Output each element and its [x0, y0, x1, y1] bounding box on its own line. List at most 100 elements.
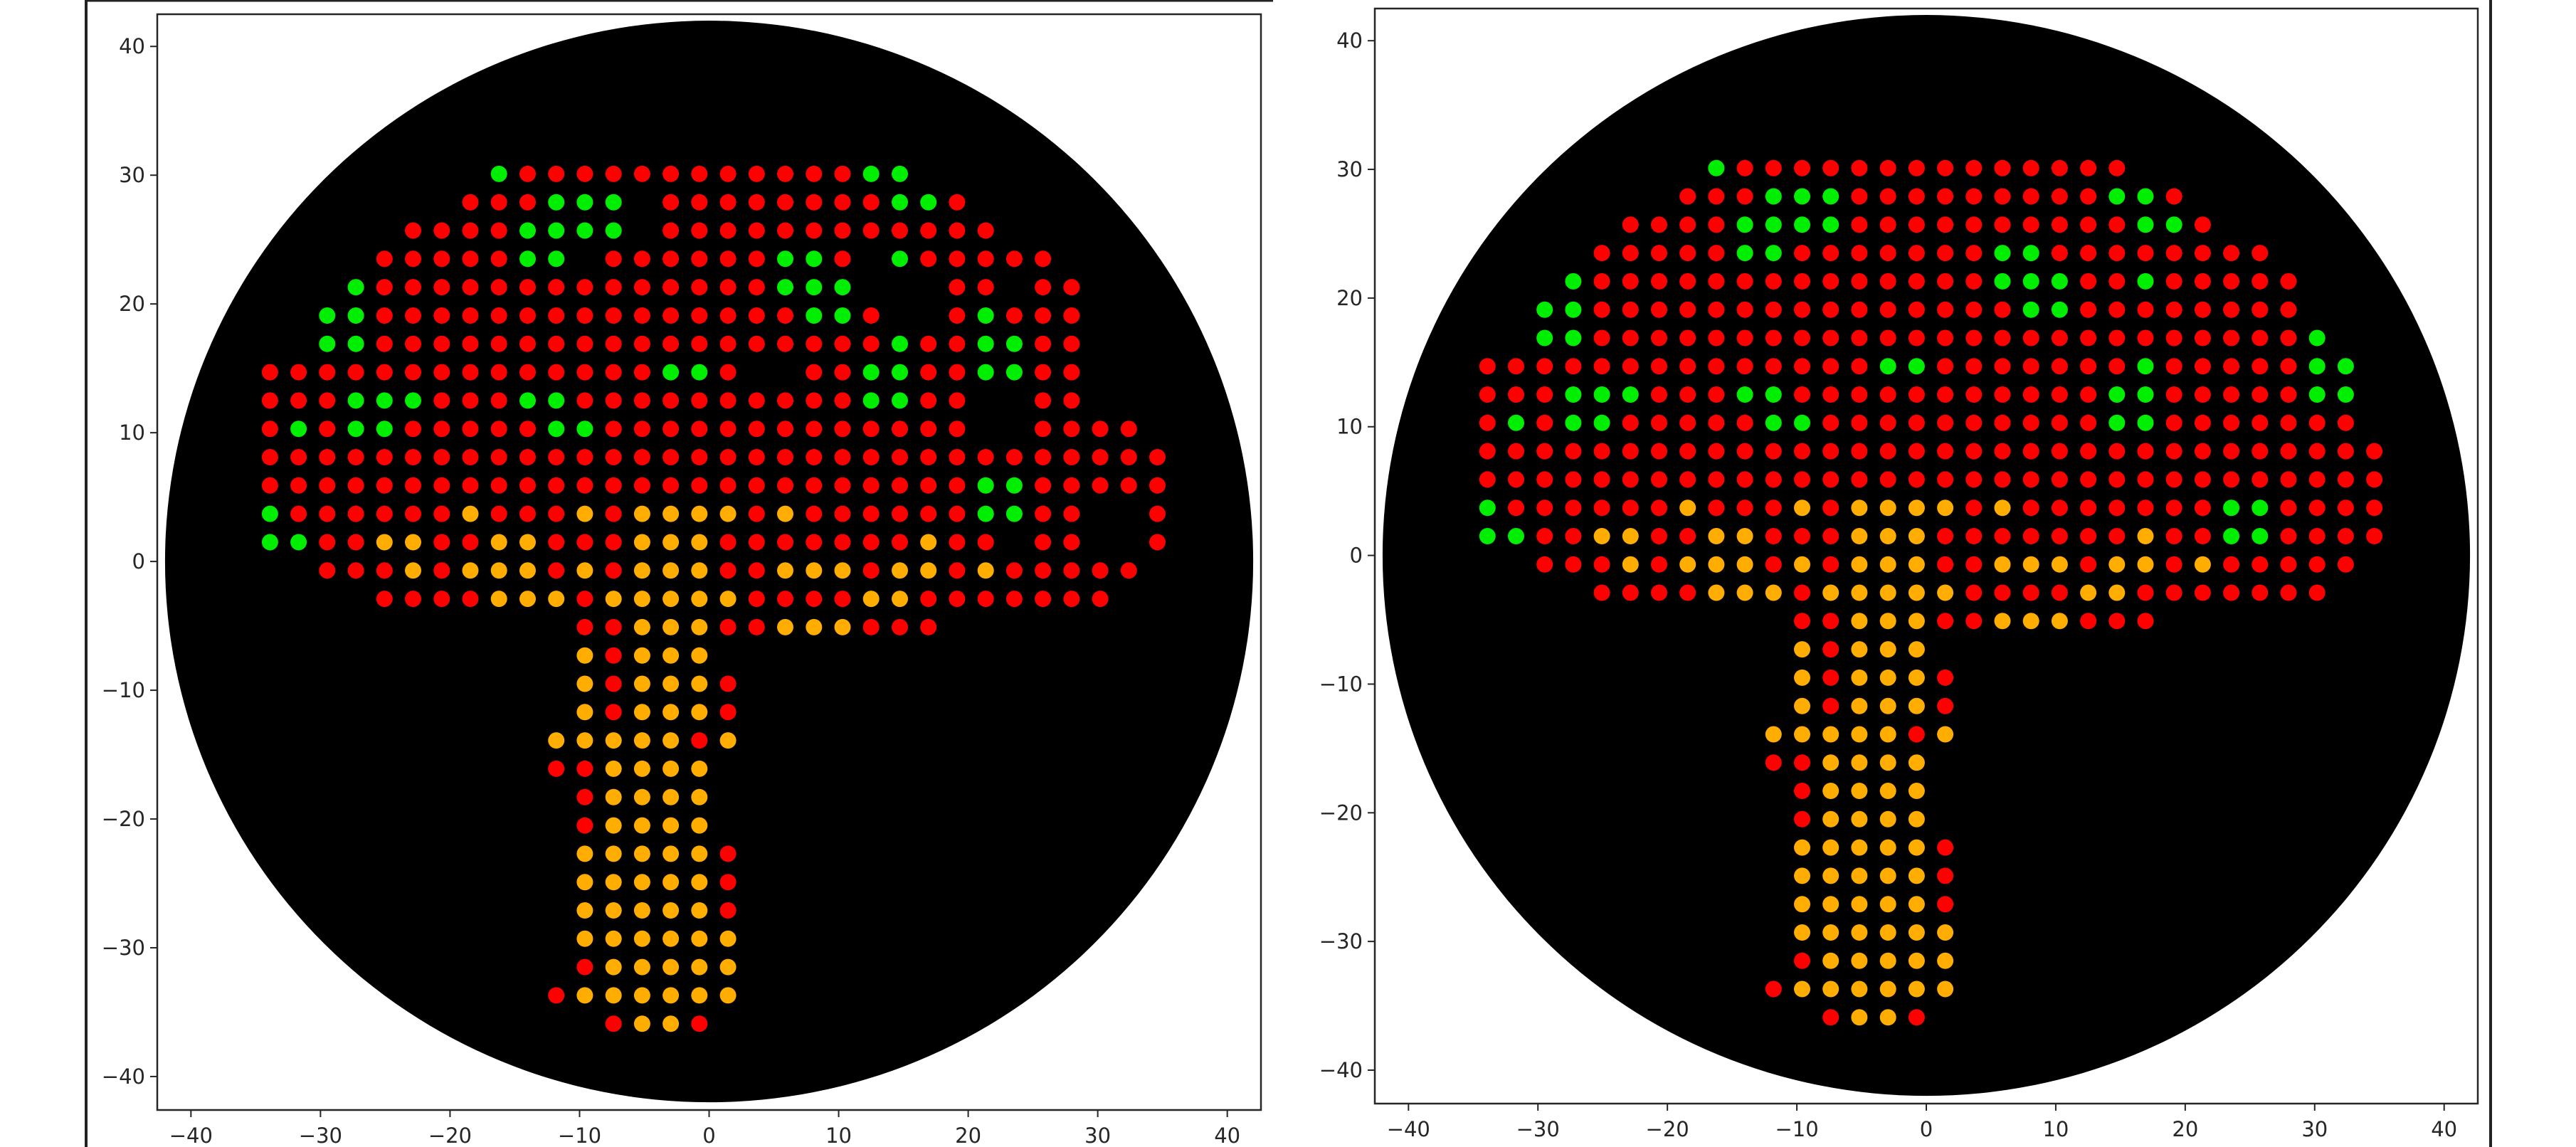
die-point: [777, 279, 793, 296]
die-point: [1879, 471, 1896, 488]
die-point: [663, 1015, 680, 1032]
die-point: [1593, 443, 1610, 460]
die-point: [519, 222, 536, 239]
die-point: [433, 250, 450, 268]
die-point: [1565, 329, 1582, 347]
die-point: [519, 591, 536, 608]
die-point: [2252, 358, 2269, 375]
die-point: [1005, 250, 1023, 268]
die-point: [1765, 216, 1782, 233]
die-point: [2337, 528, 2354, 544]
die-point: [949, 534, 966, 551]
die-point: [2108, 556, 2126, 573]
die-point: [1765, 245, 1782, 262]
die-point: [605, 675, 622, 692]
die-point: [490, 165, 507, 182]
die-point: [2308, 584, 2326, 601]
die-point: [1536, 386, 1553, 403]
die-point: [519, 449, 536, 465]
die-point: [633, 788, 650, 805]
die-point: [290, 477, 307, 494]
die-point: [892, 477, 908, 494]
die-point: [519, 392, 536, 409]
die-point: [490, 335, 507, 352]
die-point: [1937, 839, 1954, 856]
die-point: [1822, 528, 1839, 544]
die-point: [748, 194, 765, 211]
die-point: [576, 421, 593, 438]
die-point: [920, 534, 937, 551]
die-point: [433, 392, 450, 409]
die-point: [1651, 273, 1667, 290]
die-point: [920, 194, 937, 211]
die-point: [1794, 188, 1810, 205]
die-point: [576, 534, 593, 551]
die-point: [691, 591, 708, 608]
die-point: [1879, 980, 1896, 998]
die-point: [433, 364, 450, 381]
die-point: [748, 449, 765, 465]
die-point: [605, 534, 622, 551]
die-point: [862, 335, 880, 352]
die-point: [1005, 477, 1023, 494]
die-point: [261, 505, 278, 522]
die-point: [1651, 443, 1667, 460]
die-point: [1879, 386, 1896, 403]
die-point: [663, 987, 680, 1004]
die-point: [719, 307, 737, 324]
die-point: [1822, 245, 1839, 262]
die-point: [605, 591, 622, 608]
die-point: [1851, 867, 1868, 884]
die-point: [719, 987, 737, 1004]
die-point: [1908, 896, 1925, 913]
die-point: [1822, 329, 1839, 347]
die-point: [319, 505, 336, 522]
die-point: [462, 250, 479, 268]
die-point: [663, 335, 680, 352]
die-point: [605, 250, 622, 268]
die-point: [633, 534, 650, 551]
die-point: [319, 307, 336, 324]
x-tick-label: −20: [428, 1124, 472, 1147]
die-point: [1622, 556, 1639, 573]
y-tick-label: 20: [119, 292, 145, 316]
die-point: [2252, 273, 2269, 290]
x-tick-label: −10: [1775, 1117, 1818, 1141]
die-point: [1879, 783, 1896, 799]
die-point: [777, 449, 793, 465]
die-point: [862, 591, 880, 608]
die-point: [949, 591, 966, 608]
die-point: [1063, 392, 1080, 409]
die-point: [862, 392, 880, 409]
die-point: [1908, 641, 1925, 658]
die-point: [2194, 471, 2211, 488]
die-point: [633, 817, 650, 834]
die-point: [519, 335, 536, 352]
die-point: [1120, 562, 1137, 579]
die-point: [2022, 471, 2039, 488]
x-tick-label: −20: [1646, 1117, 1689, 1141]
die-point: [1708, 584, 1725, 601]
die-point: [576, 874, 593, 891]
die-point: [1708, 471, 1725, 488]
die-point: [2080, 159, 2097, 176]
die-point: [548, 449, 565, 465]
die-point: [605, 817, 622, 834]
die-point: [633, 505, 650, 522]
die-point: [462, 505, 479, 522]
die-point: [2165, 528, 2182, 544]
die-point: [719, 364, 737, 381]
die-point: [548, 760, 565, 777]
die-point: [1708, 329, 1725, 347]
die-point: [1035, 534, 1052, 551]
die-point: [261, 477, 278, 494]
die-point: [663, 477, 680, 494]
die-point: [1822, 500, 1839, 517]
die-point: [977, 477, 994, 494]
die-point: [834, 392, 851, 409]
die-point: [347, 505, 364, 522]
die-point: [605, 930, 622, 947]
die-point: [2223, 471, 2240, 488]
die-point: [2080, 245, 2097, 262]
die-point: [1794, 669, 1810, 686]
